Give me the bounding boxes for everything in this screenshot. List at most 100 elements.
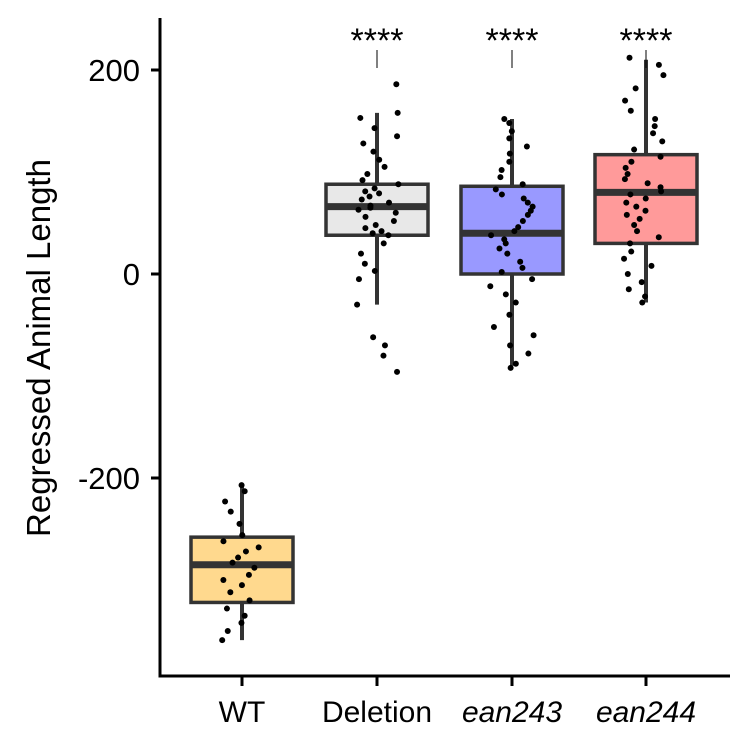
data-point	[223, 605, 230, 612]
data-point	[242, 548, 249, 555]
data-point	[371, 267, 378, 274]
data-point	[362, 188, 369, 195]
data-point	[393, 81, 400, 88]
data-point	[506, 150, 513, 157]
data-point	[634, 228, 641, 235]
data-point	[222, 498, 229, 505]
data-point	[506, 120, 513, 127]
data-point	[235, 554, 242, 561]
data-point	[628, 158, 635, 165]
data-point	[636, 215, 643, 222]
y-tick-label: 0	[123, 257, 140, 292]
data-point	[621, 255, 628, 262]
data-point	[624, 171, 631, 178]
data-point	[631, 146, 638, 153]
data-point	[390, 217, 397, 224]
data-point	[658, 188, 665, 195]
box-group-deletion: ****	[324, 22, 430, 375]
data-point	[360, 140, 367, 147]
data-point	[638, 279, 645, 286]
x-tick-label: Deletion	[322, 696, 432, 729]
data-point	[644, 180, 651, 187]
data-point	[520, 195, 527, 202]
data-point	[628, 248, 635, 255]
data-point	[622, 97, 629, 104]
data-point	[642, 207, 649, 214]
data-point	[623, 211, 630, 218]
data-point	[524, 199, 531, 206]
data-point	[380, 240, 387, 247]
data-point	[652, 115, 659, 122]
data-point	[246, 597, 253, 604]
data-point	[241, 488, 248, 495]
data-point	[642, 195, 649, 202]
data-point	[621, 176, 628, 183]
data-point	[490, 324, 497, 331]
data-point	[524, 211, 531, 218]
data-point	[657, 153, 664, 160]
data-point	[364, 171, 371, 178]
data-point	[496, 245, 503, 252]
data-point	[498, 268, 505, 275]
data-point	[659, 138, 666, 145]
data-point	[506, 311, 513, 318]
data-point	[511, 228, 518, 235]
data-point	[370, 334, 377, 341]
data-point	[394, 133, 401, 140]
data-point	[357, 250, 364, 257]
data-point	[519, 181, 526, 188]
data-point	[627, 107, 634, 114]
data-point	[660, 72, 667, 79]
data-point	[376, 156, 383, 163]
data-point	[506, 135, 513, 142]
data-point	[395, 181, 402, 188]
x-tick-label: WT	[219, 696, 266, 729]
y-tick-label: -200	[78, 461, 140, 496]
data-point	[650, 130, 657, 137]
data-point	[359, 177, 366, 184]
data-point	[236, 520, 243, 527]
data-point	[508, 128, 515, 135]
data-point	[394, 368, 401, 375]
box-group-wt	[189, 482, 295, 644]
data-point	[655, 61, 662, 68]
y-tick-label: 200	[88, 53, 140, 88]
data-point	[220, 577, 227, 583]
data-point	[238, 619, 245, 626]
data-point	[507, 364, 514, 371]
data-point	[219, 637, 226, 644]
data-point	[378, 228, 385, 235]
data-point	[370, 148, 377, 155]
box-group-ean244: ****	[593, 22, 699, 306]
data-point	[371, 185, 378, 192]
data-point	[245, 571, 252, 578]
x-tick-label: ean244	[596, 696, 696, 729]
data-point	[525, 350, 532, 357]
data-point	[502, 291, 509, 298]
data-point	[519, 264, 526, 271]
data-point	[492, 186, 499, 193]
data-point	[380, 352, 387, 359]
data-point	[497, 174, 504, 181]
data-point	[367, 204, 374, 211]
box-iqr	[189, 535, 295, 605]
data-point	[358, 196, 365, 203]
data-point	[631, 222, 638, 229]
data-point	[506, 158, 513, 165]
data-point	[229, 559, 236, 566]
data-point	[239, 532, 246, 539]
data-point	[385, 232, 392, 239]
data-point	[507, 342, 514, 349]
data-point	[639, 299, 646, 306]
data-point	[394, 109, 401, 116]
x-tick-label: ean243	[462, 696, 562, 729]
data-point	[241, 612, 248, 619]
data-point	[622, 164, 629, 171]
y-axis-title: Regressed Animal Length	[20, 159, 57, 537]
data-point	[362, 225, 369, 232]
data-point	[651, 123, 658, 130]
data-point	[627, 240, 634, 247]
data-point	[648, 262, 655, 269]
data-point	[523, 143, 530, 150]
